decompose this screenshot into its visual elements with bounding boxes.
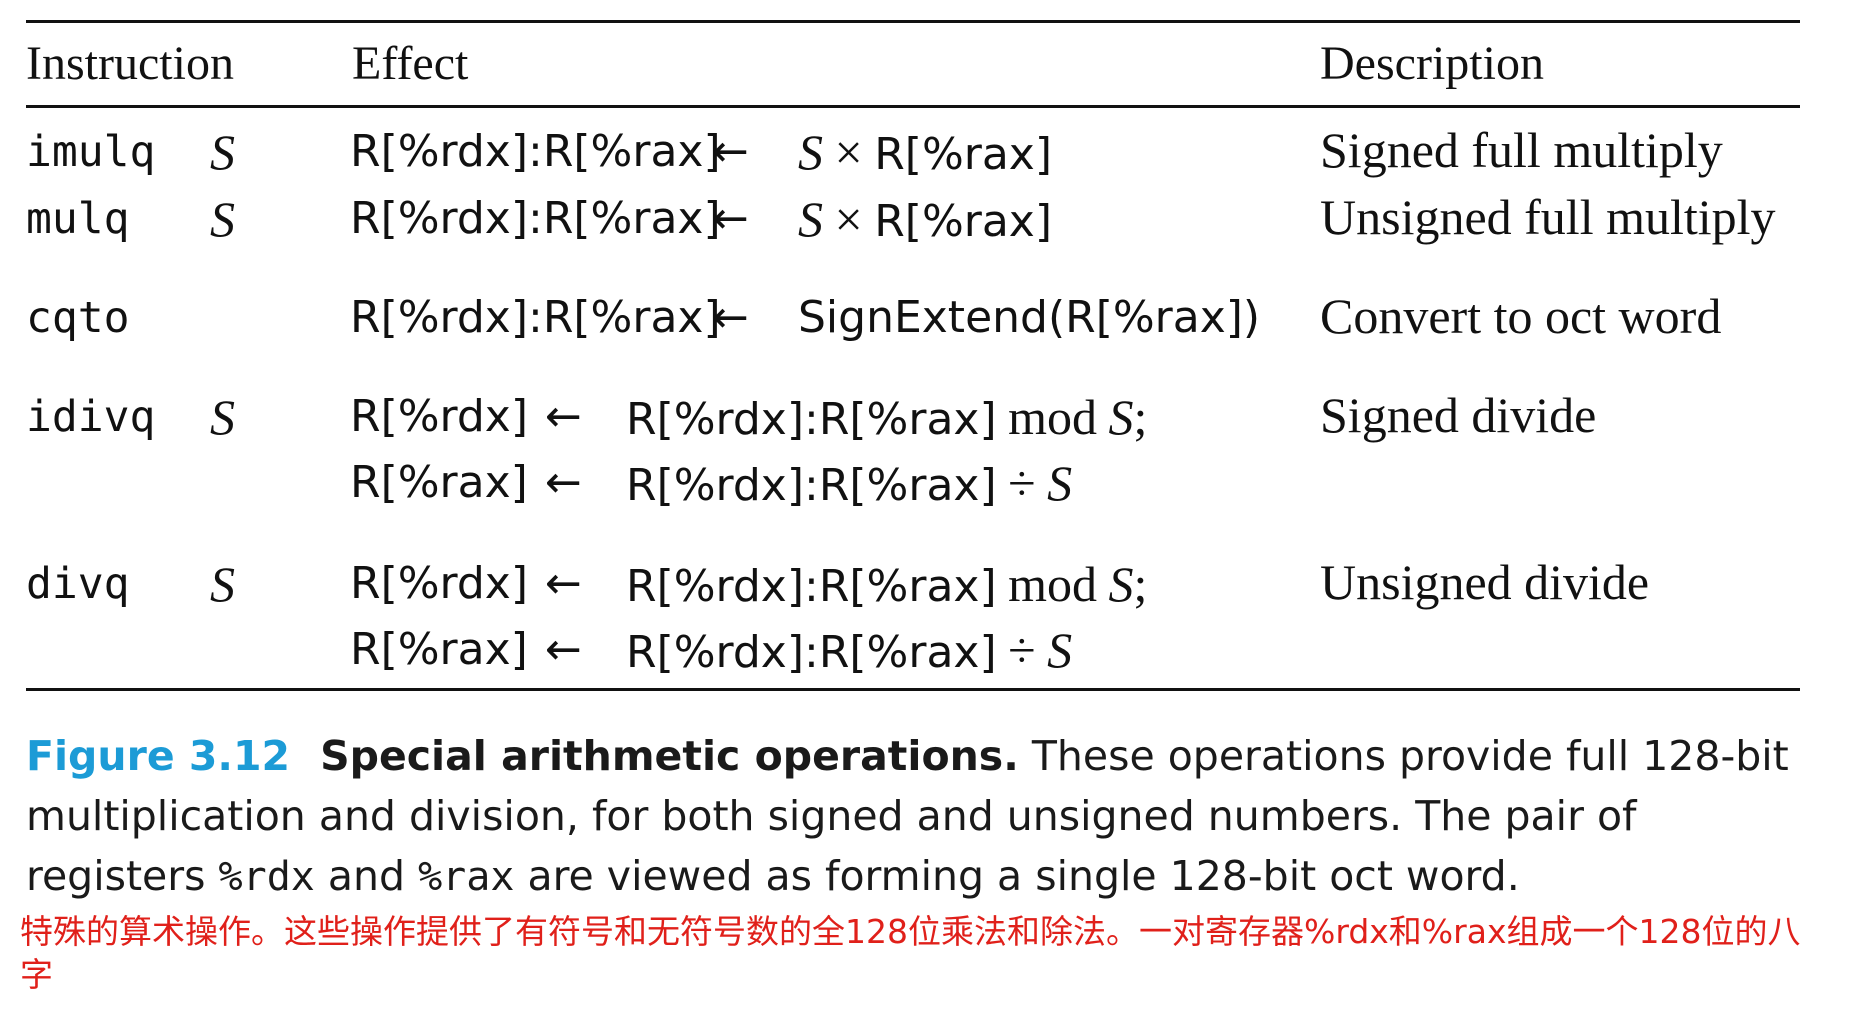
effect-rhs-tail: ; — [1133, 389, 1148, 445]
top-rule — [26, 20, 1800, 23]
operand-imulq: S — [210, 124, 235, 180]
instruction-idivq: idivq — [26, 392, 156, 442]
instruction-mulq: mulq — [26, 194, 130, 244]
effect-lhs-cqto: R[%rdx]:R[%rax] — [350, 292, 721, 343]
effect-rhs-op: ÷ — [1008, 622, 1036, 678]
effect-arrow-mulq: ← — [712, 193, 749, 244]
effect-rhs-mulq: S × R[%rax] — [798, 191, 1052, 250]
header-effect: Effect — [352, 37, 469, 90]
header-instruction: Instruction — [26, 37, 234, 90]
effect-rhs-tail: ; — [1133, 556, 1148, 612]
effect-rhs-rest: R[%rdx]:R[%rax] — [626, 394, 997, 445]
effect-rhs-idivq-2: R[%rdx]:R[%rax] ÷ S — [626, 455, 1072, 514]
effect-lhs-imulq: R[%rdx]:R[%rax] — [350, 126, 721, 177]
effect-lhs-idivq-2: R[%rax] — [350, 457, 528, 508]
description-divq: Unsigned divide — [1320, 554, 1650, 610]
effect-rhs-rest: R[%rdx]:R[%rax] — [626, 460, 997, 511]
effect-lhs-mulq: R[%rdx]:R[%rax] — [350, 193, 721, 244]
caption-register-rdx: %rdx — [218, 854, 315, 900]
description-mulq: Unsigned full multiply — [1320, 189, 1776, 245]
effect-rhs-operand: S — [1047, 622, 1073, 678]
description-imulq: Signed full multiply — [1320, 122, 1723, 178]
effect-arrow-divq-2: ← — [545, 624, 582, 675]
effect-arrow-cqto: ← — [712, 292, 749, 343]
instruction-imulq: imulq — [26, 127, 156, 177]
bottom-rule — [26, 688, 1800, 691]
effect-rhs-operand: S — [1047, 455, 1073, 511]
operand-mulq: S — [210, 191, 235, 247]
effect-rhs-operand: S — [1108, 556, 1134, 612]
effect-rhs-divq-2: R[%rdx]:R[%rax] ÷ S — [626, 622, 1072, 681]
effect-rhs-idivq-1: R[%rdx]:R[%rax] mod S; — [626, 389, 1147, 448]
effect-rhs-divq-1: R[%rdx]:R[%rax] mod S; — [626, 556, 1147, 615]
effect-arrow-idivq-2: ← — [545, 457, 582, 508]
caption-text-3: are viewed as forming a single 128-bit o… — [527, 852, 1520, 900]
effect-rhs-rest: R[%rax] — [874, 196, 1053, 247]
figure-label: Figure 3.12 — [26, 732, 291, 780]
effect-rhs-op: ÷ — [1008, 455, 1036, 511]
header-description: Description — [1320, 37, 1544, 90]
operand-idivq: S — [210, 389, 235, 445]
description-cqto: Convert to oct word — [1320, 288, 1722, 344]
figure-title: Special arithmetic operations. — [320, 732, 1019, 780]
caption-text-1: These operations provide full 128-bit mu… — [26, 732, 1789, 900]
effect-lhs-idivq-1: R[%rdx] — [350, 391, 528, 442]
effect-arrow-divq-1: ← — [545, 558, 582, 609]
effect-lhs-divq-1: R[%rdx] — [350, 558, 528, 609]
translation-note: 特殊的算术操作。这些操作提供了有符号和无符号数的全128位乘法和除法。一对寄存器… — [20, 912, 1801, 994]
description-idivq: Signed divide — [1320, 387, 1597, 443]
effect-rhs-rest: R[%rdx]:R[%rax] — [626, 627, 997, 678]
caption-text-2: and — [327, 852, 406, 900]
effect-arrow-idivq-1: ← — [545, 391, 582, 442]
effect-rhs-operand: S — [1108, 389, 1134, 445]
effect-rhs-rest: R[%rax] — [874, 129, 1053, 180]
effect-rhs-op: × — [834, 124, 863, 180]
effect-rhs-rest: R[%rdx]:R[%rax] — [626, 561, 997, 612]
instruction-cqto: cqto — [26, 293, 130, 343]
effect-rhs-op: mod — [1008, 389, 1098, 445]
figure-caption: Figure 3.12 Special arithmetic operations… — [26, 726, 1826, 907]
effect-rhs-op: mod — [1008, 556, 1098, 612]
effect-rhs-operand: S — [798, 191, 823, 247]
effect-rhs-op: × — [834, 191, 863, 247]
effect-arrow-imulq: ← — [712, 126, 749, 177]
effect-rhs-imulq: S × R[%rax] — [798, 124, 1052, 183]
effect-lhs-divq-2: R[%rax] — [350, 624, 528, 675]
effect-rhs-operand: S — [798, 124, 823, 180]
operand-divq: S — [210, 556, 235, 612]
caption-register-rax: %rax — [418, 854, 515, 900]
effect-rhs-cqto: SignExtend(R[%rax]) — [798, 292, 1261, 343]
instruction-divq: divq — [26, 559, 130, 609]
header-rule — [26, 105, 1800, 108]
